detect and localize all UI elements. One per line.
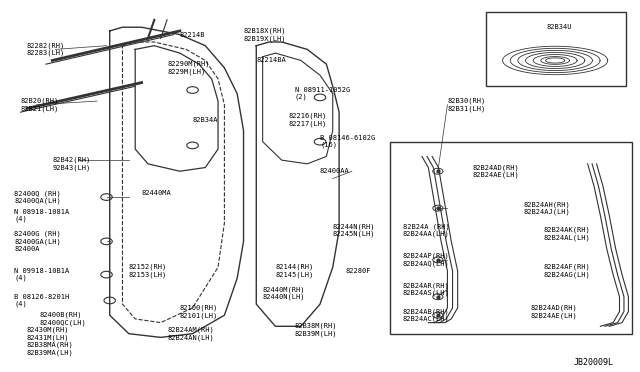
Text: N 08911-1052G
(2): N 08911-1052G (2) <box>294 87 350 100</box>
Text: 82B24A (RH)
82B24AA(LH): 82B24A (RH) 82B24AA(LH) <box>403 223 449 237</box>
Text: 82100(RH)
82101(LH): 82100(RH) 82101(LH) <box>180 305 218 318</box>
Text: B 08126-8201H
(4): B 08126-8201H (4) <box>14 294 69 307</box>
Text: 82440MA: 82440MA <box>141 190 172 196</box>
Text: 82B42(RH)
92B43(LH): 82B42(RH) 92B43(LH) <box>52 157 91 171</box>
Text: B 08146-6102G
(16): B 08146-6102G (16) <box>320 135 375 148</box>
Text: 82244N(RH)
82245N(LH): 82244N(RH) 82245N(LH) <box>333 223 375 237</box>
Text: JB20009L: JB20009L <box>573 358 613 367</box>
Text: 82430M(RH)
82431M(LH)
82B38MA(RH)
82B39MA(LH): 82430M(RH) 82431M(LH) 82B38MA(RH) 82B39M… <box>27 327 74 356</box>
Text: 82B24AR(RH)
82B24AS(LH): 82B24AR(RH) 82B24AS(LH) <box>403 282 449 296</box>
Text: 82B24AH(RH)
82B24AJ(LH): 82B24AH(RH) 82B24AJ(LH) <box>524 201 571 215</box>
Text: 82B24AM(RH)
82B24AN(LH): 82B24AM(RH) 82B24AN(LH) <box>167 327 214 341</box>
Text: 82B30(RH)
82B31(LH): 82B30(RH) 82B31(LH) <box>447 98 486 112</box>
Text: 82400B(RH)
82400QC(LH): 82400B(RH) 82400QC(LH) <box>40 312 86 326</box>
Text: N 09918-10B1A
(4): N 09918-10B1A (4) <box>14 268 69 281</box>
Text: 82152(RH)
82153(LH): 82152(RH) 82153(LH) <box>129 264 167 278</box>
Text: 82440M(RH)
82440N(LH): 82440M(RH) 82440N(LH) <box>262 286 305 300</box>
Text: 82400G (RH)
82400GA(LH)
82400A: 82400G (RH) 82400GA(LH) 82400A <box>14 231 61 252</box>
Text: 82216(RH)
82217(LH): 82216(RH) 82217(LH) <box>288 113 326 126</box>
Text: N 08918-1081A
(4): N 08918-1081A (4) <box>14 209 69 222</box>
Text: 82B24AF(RH)
82B24AG(LH): 82B24AF(RH) 82B24AG(LH) <box>543 264 590 278</box>
Bar <box>390 142 632 334</box>
Text: 82144(RH)
82145(LH): 82144(RH) 82145(LH) <box>275 264 314 278</box>
Text: 82B18X(RH)
82B19X(LH): 82B18X(RH) 82B19X(LH) <box>244 28 286 42</box>
Text: 82214BA: 82214BA <box>256 57 286 64</box>
Text: 82400Q (RH)
82400QA(LH): 82400Q (RH) 82400QA(LH) <box>14 190 61 204</box>
Text: 82B38M(RH)
82B39M(LH): 82B38M(RH) 82B39M(LH) <box>294 323 337 337</box>
Text: 82B24AP(RH)
82B24AQ(LH): 82B24AP(RH) 82B24AQ(LH) <box>403 253 449 267</box>
Text: 82400AA: 82400AA <box>320 168 349 174</box>
Bar <box>486 13 626 86</box>
Text: 82B20(RH)
82B21(LH): 82B20(RH) 82B21(LH) <box>20 98 59 112</box>
Text: 82214B: 82214B <box>180 32 205 38</box>
Text: 82B34U: 82B34U <box>547 24 572 30</box>
Text: 82280F: 82280F <box>346 268 371 274</box>
Text: 82282(RH)
82283(LH): 82282(RH) 82283(LH) <box>27 42 65 57</box>
Text: 82B24AD(RH)
82B24AE(LH): 82B24AD(RH) 82B24AE(LH) <box>531 305 577 318</box>
Text: 82B24AD(RH)
82B24AE(LH): 82B24AD(RH) 82B24AE(LH) <box>473 164 520 178</box>
Text: 82B34A: 82B34A <box>193 116 218 122</box>
Text: 82B24AK(RH)
82B24AL(LH): 82B24AK(RH) 82B24AL(LH) <box>543 227 590 241</box>
Text: 82290M(RH)
8229M(LH): 82290M(RH) 8229M(LH) <box>167 61 209 75</box>
Text: 82B24AB(RH)
82B24AC(LH): 82B24AB(RH) 82B24AC(LH) <box>403 308 449 322</box>
